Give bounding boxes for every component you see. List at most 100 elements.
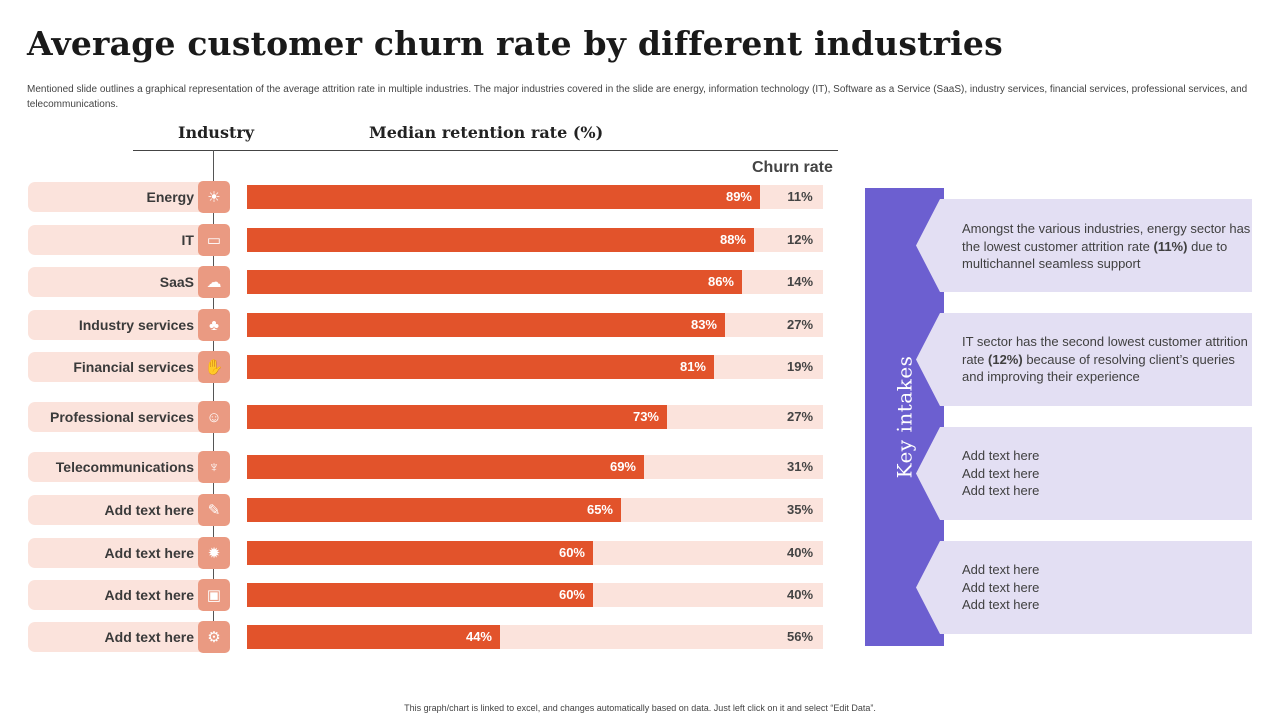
key-intake-card-2[interactable]: [916, 313, 1252, 406]
churn-rate-label: 27%: [786, 317, 814, 332]
key-intake-2-highlight: (12%): [988, 351, 1023, 367]
hand-coins-icon: ✋: [198, 351, 230, 383]
antenna-icon: ♆: [198, 451, 230, 483]
industry-label-bg: [28, 267, 204, 297]
key-intake-3-line-3: Add text here: [962, 483, 1040, 498]
key-intake-2-text-a: IT sector has the second lowest customer…: [962, 334, 1248, 367]
key-intake-card-3[interactable]: [916, 427, 1252, 520]
industry-label: Add text here: [104, 587, 194, 603]
churn-rate-label: 40%: [786, 545, 814, 560]
key-intake-2-text-b: because of resolving client’s queries an…: [962, 351, 1235, 385]
key-intake-3-line-2: Add text here: [962, 465, 1040, 481]
cloud-network-icon: ☁: [198, 266, 230, 298]
page-title: Average customer churn rate by different…: [27, 24, 1003, 63]
retention-value-label: 65%: [586, 502, 613, 517]
industry-axis-line: [213, 150, 214, 650]
team-icon: ☺: [198, 401, 230, 433]
retention-value-label: 60%: [558, 545, 585, 560]
chart-row: Telecommunications ♆ 69% 31%: [0, 451, 840, 483]
industry-label-bg: [28, 580, 204, 610]
key-intake-1-text-b: due to multichannel seamless support: [962, 238, 1228, 272]
gear-icon: ✹: [198, 537, 230, 569]
org-chart-icon: ♣: [198, 309, 230, 341]
key-intake-text-3: Add text here Add text here Add text her…: [962, 447, 1252, 500]
retention-value-label: 88%: [719, 232, 746, 247]
industry-label: Add text here: [104, 545, 194, 561]
churn-rate-label: 56%: [786, 629, 814, 644]
industry-label-bg: [28, 402, 204, 432]
churn-rate-label: 11%: [787, 189, 813, 204]
retention-bar[interactable]: [247, 541, 593, 565]
churn-rate-label: 19%: [786, 359, 814, 374]
churn-rate-header: Churn rate: [752, 159, 833, 176]
churn-rate-label: 31%: [786, 459, 814, 474]
lightbulb-icon: ☀: [198, 181, 230, 213]
retention-value-label: 69%: [609, 459, 636, 474]
key-intake-1-text-a: Amongst the various industries, energy s…: [962, 221, 1251, 254]
key-intake-1-highlight: (11%): [1153, 238, 1188, 254]
churn-rate-label: 40%: [786, 587, 814, 602]
industry-label: SaaS: [159, 274, 194, 290]
industry-label: Telecommunications: [55, 459, 194, 475]
footer-note: This graph/chart is linked to excel, and…: [404, 703, 876, 713]
key-intake-4-line-1: Add text here: [962, 562, 1040, 577]
industry-label-bg: [28, 225, 204, 255]
industry-label: IT: [181, 232, 194, 248]
industry-label-bg: [28, 452, 204, 482]
chart-row: Industry services ♣ 83% 27%: [0, 309, 840, 341]
key-intake-4-line-2: Add text here: [962, 579, 1040, 595]
retention-bar[interactable]: [247, 498, 621, 522]
industry-column-header: Industry: [178, 123, 255, 142]
industry-label-bg: [28, 538, 204, 568]
key-intakes-title: Key intakes: [892, 355, 917, 479]
industry-label: Add text here: [104, 629, 194, 645]
key-intake-card-1[interactable]: [916, 199, 1252, 292]
retention-bar[interactable]: [247, 313, 725, 337]
key-intake-text-1: Amongst the various industries, energy s…: [962, 220, 1252, 273]
retention-bar[interactable]: [247, 355, 714, 379]
churn-rate-label: 35%: [786, 502, 814, 517]
retention-bar[interactable]: [247, 185, 760, 209]
chart-row: IT ▭ 88% 12%: [0, 224, 840, 256]
chart-row: SaaS ☁ 86% 14%: [0, 266, 840, 298]
industry-label: Add text here: [104, 502, 194, 518]
retention-value-label: 73%: [632, 409, 659, 424]
industry-label: Energy: [146, 189, 194, 205]
retention-bar[interactable]: [247, 405, 667, 429]
churn-rate-label: 12%: [786, 232, 814, 247]
chart-row: Professional services ☺ 73% 27%: [0, 401, 840, 433]
retention-bar[interactable]: [247, 270, 742, 294]
chart-row: Add text here ⚙ 44% 56%: [0, 621, 840, 653]
retention-value-label: 60%: [558, 587, 585, 602]
key-intake-card-4[interactable]: [916, 541, 1252, 634]
industry-label: Professional services: [50, 409, 194, 425]
industry-label-bg: [28, 622, 204, 652]
retention-value-label: 86%: [707, 274, 734, 289]
page-subtitle: Mentioned slide outlines a graphical rep…: [27, 84, 1248, 110]
industry-label-bg: [28, 182, 204, 212]
chart-row: Financial services ✋ 81% 19%: [0, 351, 840, 383]
key-intake-text-4: Add text here Add text here Add text her…: [962, 561, 1252, 614]
monitor-icon: ▭: [198, 224, 230, 256]
screen-icon: ▣: [198, 579, 230, 611]
chart-row: Add text here ▣ 60% 40%: [0, 579, 840, 611]
industry-label-bg: [28, 310, 204, 340]
industry-label: Financial services: [73, 359, 194, 375]
retention-bar[interactable]: [247, 455, 644, 479]
retention-bar[interactable]: [247, 625, 500, 649]
chart-row: Add text here ✹ 60% 40%: [0, 537, 840, 569]
retention-value-label: 83%: [690, 317, 717, 332]
churn-rate-label: 27%: [786, 409, 814, 424]
key-intake-3-line-1: Add text here: [962, 448, 1040, 463]
retention-bar[interactable]: [247, 228, 754, 252]
cog-cycle-icon: ⚙: [198, 621, 230, 653]
key-intake-4-line-3: Add text here: [962, 597, 1040, 612]
industry-label-bg: [28, 495, 204, 525]
retention-value-label: 89%: [725, 189, 752, 204]
retention-bar[interactable]: [247, 583, 593, 607]
header-divider: [133, 150, 838, 151]
chart-row: Add text here ✎ 65% 35%: [0, 494, 840, 526]
median-retention-header: Median retention rate (%): [369, 123, 604, 142]
industry-label: Industry services: [78, 317, 194, 333]
gear-tools-icon: ✎: [198, 494, 230, 526]
